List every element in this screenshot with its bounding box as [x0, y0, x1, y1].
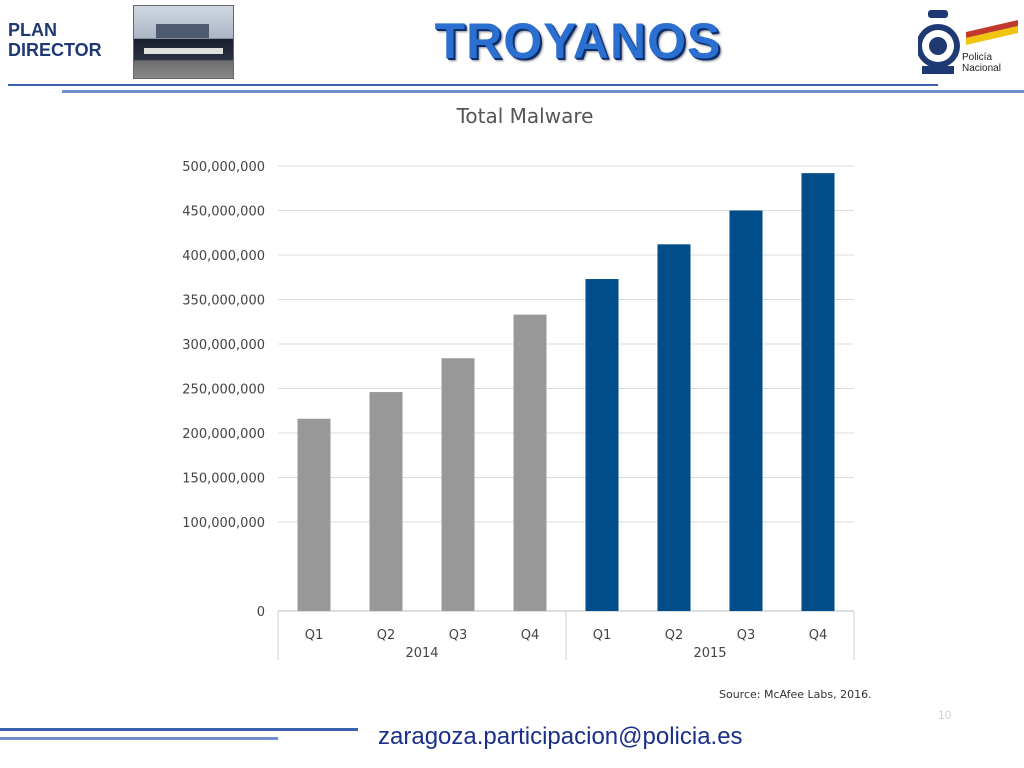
bar [585, 279, 619, 611]
chart-source: Source: McAfee Labs, 2016. [719, 688, 872, 701]
logo-line-2: Nacional [962, 63, 1001, 74]
y-tick-label: 400,000,000 [182, 249, 265, 264]
x-tick-label: Q3 [737, 628, 756, 643]
footer-rule-light [0, 737, 278, 740]
spain-flag-stripes-icon [966, 20, 1018, 45]
y-tick-label: 150,000,000 [182, 472, 265, 487]
bar [657, 244, 691, 611]
x-tick-label: Q3 [449, 628, 468, 643]
y-tick-label: 300,000,000 [182, 338, 265, 353]
chart-title: Total Malware [456, 104, 594, 128]
group-label: 2015 [693, 646, 726, 661]
bar [441, 358, 475, 611]
contact-email: zaragoza.participacion@policia.es [378, 723, 743, 750]
police-car-photo [133, 5, 234, 79]
brand-line-1: PLAN [8, 20, 57, 40]
car-stripe [144, 48, 223, 54]
bar [297, 418, 331, 611]
header-rule-light [62, 90, 1024, 93]
bar [729, 210, 763, 611]
x-tick-label: Q4 [809, 628, 828, 643]
brand-line-2: DIRECTOR [8, 40, 102, 60]
bar [369, 392, 403, 611]
policia-nacional-logo [918, 10, 1018, 74]
footer-rule-dark [0, 728, 358, 731]
plan-director-label: PLAN DIRECTOR [8, 20, 102, 60]
slide-title: TROYANOS [434, 13, 722, 69]
y-tick-label: 100,000,000 [182, 516, 265, 531]
y-tick-label: 0 [257, 605, 265, 620]
header-rule-dark [8, 84, 938, 86]
bar [513, 314, 547, 611]
group-label: 2014 [405, 646, 438, 661]
police-badge-icon [918, 10, 960, 74]
x-tick-label: Q1 [305, 628, 324, 643]
y-tick-label: 200,000,000 [182, 427, 265, 442]
car-window [156, 24, 209, 38]
bar [801, 173, 835, 611]
y-tick-label: 250,000,000 [182, 383, 265, 398]
logo-line-1: Policía [962, 52, 993, 63]
logo-text: Policía Nacional [962, 52, 1001, 74]
y-tick-label: 500,000,000 [182, 160, 265, 175]
x-tick-label: Q2 [377, 628, 396, 643]
y-tick-label: 350,000,000 [182, 294, 265, 309]
x-tick-label: Q2 [665, 628, 684, 643]
page-number: 10 [938, 708, 952, 722]
y-tick-label: 450,000,000 [182, 205, 265, 220]
x-tick-label: Q1 [593, 628, 612, 643]
x-tick-label: Q4 [521, 628, 540, 643]
